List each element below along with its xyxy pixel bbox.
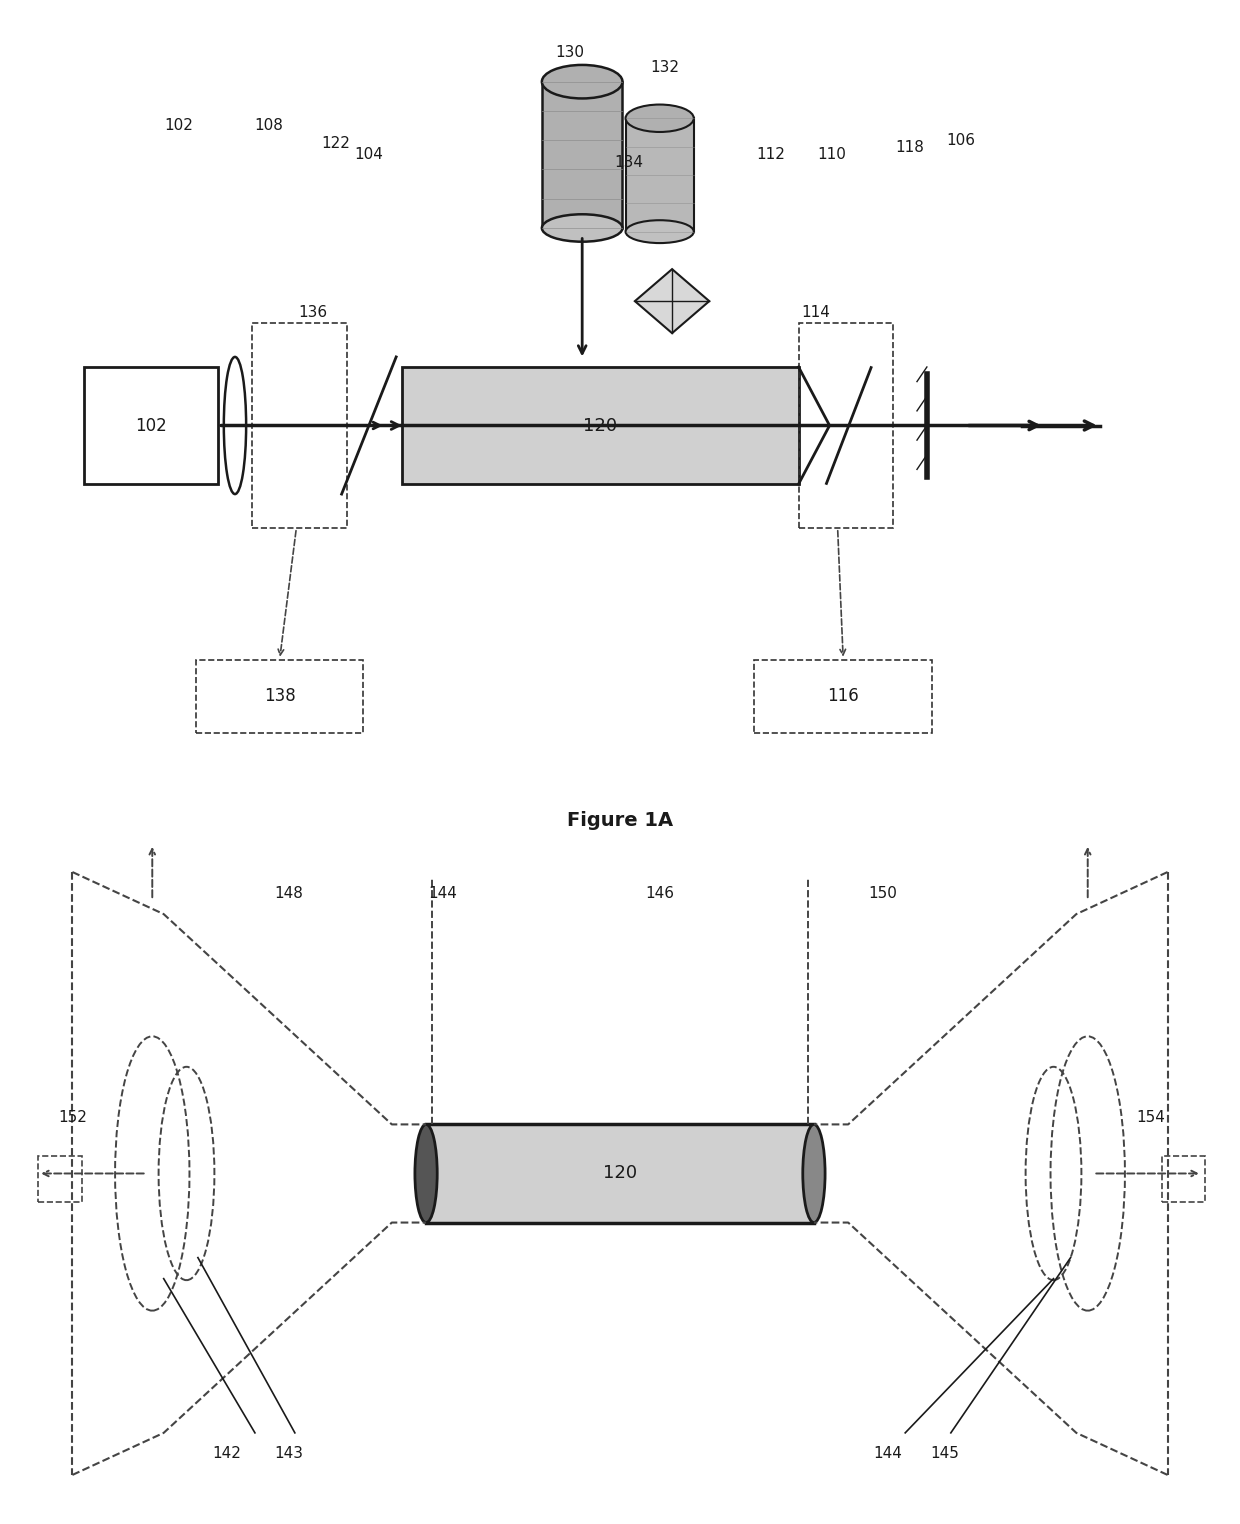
Ellipse shape (223, 357, 246, 494)
Text: 152: 152 (58, 1109, 87, 1125)
Bar (799, 323, 893, 527)
Text: 112: 112 (756, 148, 785, 163)
Text: 114: 114 (801, 305, 830, 320)
Bar (754, 660, 932, 733)
Text: 108: 108 (254, 117, 283, 133)
Text: 120: 120 (603, 1164, 637, 1183)
Text: 102: 102 (135, 416, 167, 434)
Bar (542, 82, 622, 229)
Ellipse shape (626, 219, 694, 244)
Bar (626, 119, 694, 232)
Bar (196, 660, 363, 733)
Text: 110: 110 (817, 148, 847, 163)
Text: Figure 1A: Figure 1A (567, 811, 673, 831)
Text: 144: 144 (429, 885, 458, 901)
Text: 144: 144 (874, 1446, 903, 1462)
Text: 118: 118 (895, 140, 925, 155)
Ellipse shape (802, 1125, 825, 1222)
Ellipse shape (542, 215, 622, 242)
Text: 132: 132 (650, 59, 680, 75)
Ellipse shape (415, 1125, 438, 1222)
Bar (1162, 1155, 1205, 1201)
Text: 136: 136 (299, 305, 327, 320)
Text: 142: 142 (212, 1446, 241, 1462)
Text: 154: 154 (1136, 1109, 1164, 1125)
Text: 130: 130 (556, 44, 584, 59)
Text: 120: 120 (583, 416, 618, 434)
Polygon shape (635, 270, 709, 334)
Ellipse shape (542, 66, 622, 99)
Bar (252, 323, 347, 527)
Text: 106: 106 (946, 133, 975, 148)
Bar (84, 367, 218, 485)
Text: 102: 102 (165, 117, 193, 133)
Text: 146: 146 (646, 885, 675, 901)
Text: 116: 116 (827, 687, 859, 706)
Text: 122: 122 (321, 136, 350, 151)
Text: 143: 143 (275, 1446, 304, 1462)
Text: 150: 150 (868, 885, 897, 901)
Text: 145: 145 (931, 1446, 960, 1462)
Bar (427, 1125, 813, 1222)
Text: 148: 148 (275, 885, 304, 901)
Ellipse shape (626, 105, 694, 133)
Text: 138: 138 (264, 687, 295, 706)
Bar (402, 367, 799, 485)
Text: 134: 134 (615, 154, 644, 169)
Text: 104: 104 (355, 148, 383, 163)
Bar (38, 1155, 82, 1201)
